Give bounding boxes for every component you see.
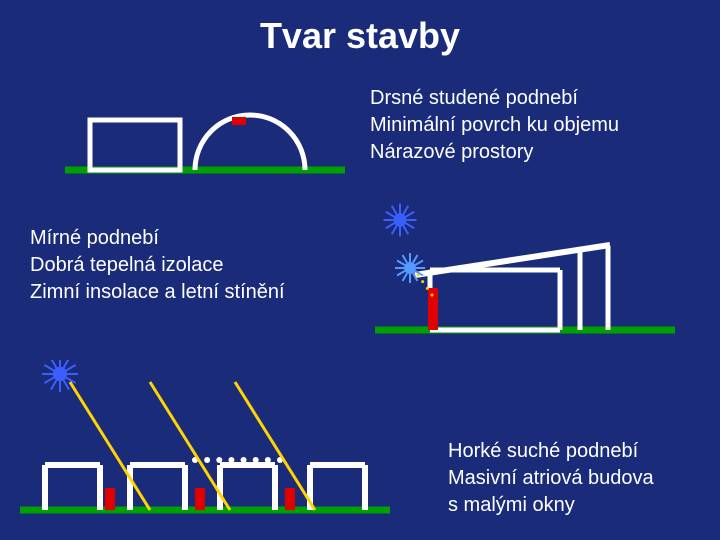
temperate-climate-text: Mírné podnebíDobrá tepelná izolaceZimní … (30, 225, 285, 306)
temperate-climate-diagram (370, 200, 680, 345)
cold-climate-text: Drsné studené podnebíMinimální povrch ku… (370, 85, 619, 166)
cold-climate-diagram (60, 65, 350, 185)
hot-climate-diagram (20, 360, 410, 530)
hot-climate-text: Horké suché podnebíMasivní atriová budov… (448, 438, 654, 519)
page-title: Tvar stavby (260, 15, 460, 57)
